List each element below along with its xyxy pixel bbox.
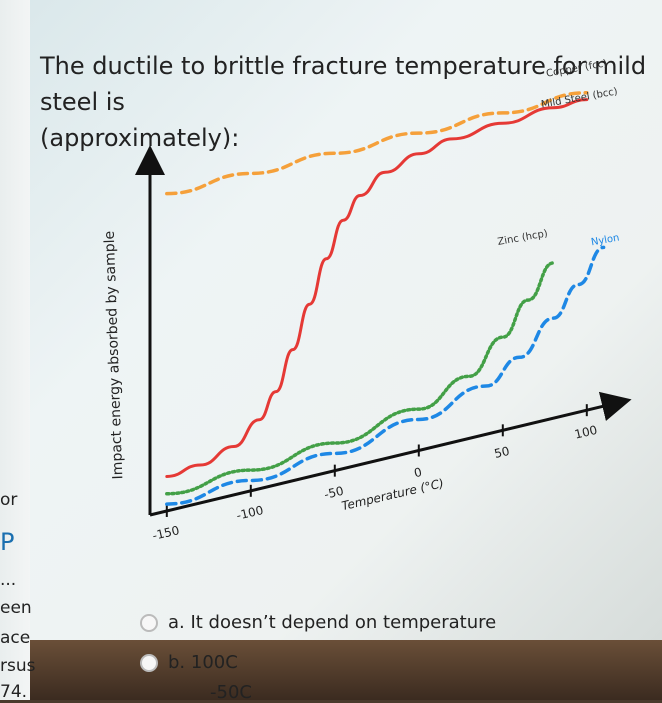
x-tick-label: 50 xyxy=(493,444,511,461)
option-b[interactable]: b. 100C xyxy=(140,652,238,673)
sidebar-fragment: een xyxy=(0,598,32,618)
monitor-bezel xyxy=(0,640,662,700)
series-line xyxy=(165,261,555,496)
question-text: The ductile to brittle fracture temperat… xyxy=(40,48,660,156)
sidebar-fragment: rsus xyxy=(0,656,36,676)
option-label: a. It doesn’t depend on temperature xyxy=(168,612,497,633)
sidebar-fragment: ace xyxy=(0,628,31,648)
series-line xyxy=(165,245,606,506)
x-tick-label: -150 xyxy=(151,523,181,543)
option-c[interactable]: -50C xyxy=(210,682,252,703)
option-a[interactable]: a. It doesn’t depend on temperature xyxy=(140,612,496,633)
sidebar-fragment: ... xyxy=(0,570,17,590)
series-label: Nylon xyxy=(590,233,620,249)
series-line xyxy=(165,98,589,478)
option-label: b. 100C xyxy=(168,652,238,673)
chart: -150 -100 -50 0 50 100 Temperature (°C) Impact … xyxy=(102,58,632,543)
series-label: Copper (fcc) xyxy=(545,58,608,80)
radio-button[interactable] xyxy=(140,613,158,632)
option-label: -50C xyxy=(210,682,252,703)
y-axis-label: Impact energy absorbed by sample xyxy=(102,231,127,480)
x-tick-label: -50 xyxy=(323,484,345,502)
x-axis-label: Temperature (°C) xyxy=(340,476,445,513)
sidebar: or P ... een ace rsus 74. xyxy=(0,0,35,702)
x-tick-label: -100 xyxy=(235,503,265,523)
sidebar-fragment: P xyxy=(0,528,15,556)
series-line xyxy=(165,91,589,196)
x-tick-label: 0 xyxy=(413,465,424,480)
sidebar-fragment: or xyxy=(0,490,18,510)
series-label: Zinc (hcp) xyxy=(497,228,549,248)
radio-button[interactable] xyxy=(140,653,158,672)
question-line: The ductile to brittle fracture temperat… xyxy=(40,52,647,116)
series-label: Mild Steel (bcc) xyxy=(540,86,618,110)
x-tick-label: 100 xyxy=(573,423,598,442)
x-axis-line xyxy=(149,391,632,517)
sidebar-fragment: 74. xyxy=(0,682,28,702)
